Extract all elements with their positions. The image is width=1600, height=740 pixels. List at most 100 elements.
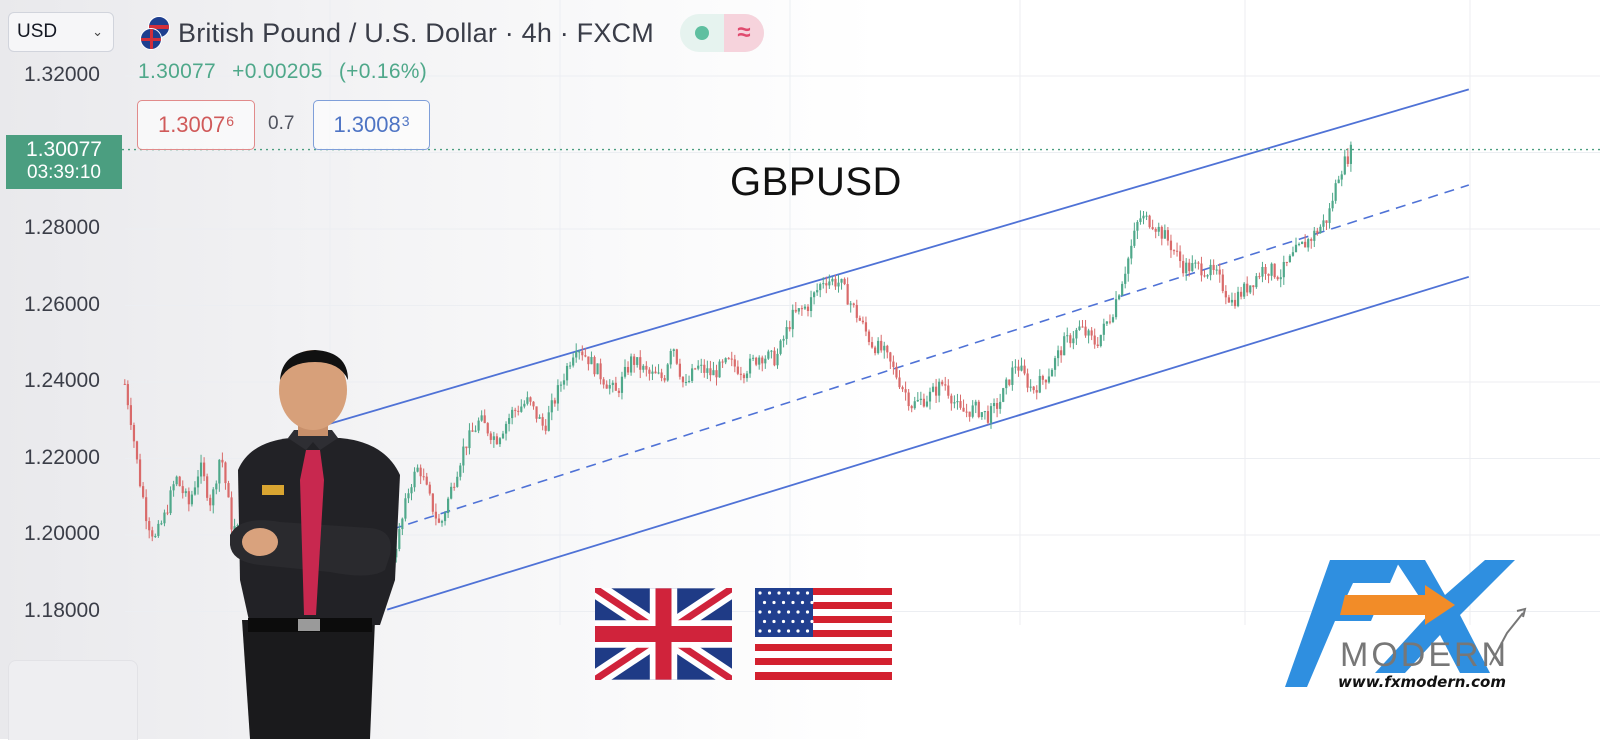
flag-star — [762, 619, 767, 624]
candle-up — [767, 351, 770, 359]
candle-up — [172, 484, 175, 491]
currency-value: USD — [17, 21, 58, 42]
candle-down — [1035, 390, 1038, 393]
candle-down — [471, 430, 474, 432]
market-status-pill[interactable]: ≈ — [680, 14, 764, 52]
candle-up — [1343, 156, 1346, 175]
candle-down — [880, 340, 883, 351]
candle-down — [907, 392, 910, 407]
candle-down — [541, 417, 544, 426]
candle-up — [1301, 241, 1304, 244]
candle-down — [800, 308, 803, 310]
candle-up — [770, 350, 773, 352]
logo-url: www.fxmodern.com — [1338, 673, 1506, 691]
candle-down — [614, 382, 617, 391]
candle-up — [758, 357, 761, 365]
candle-down — [434, 511, 437, 519]
symbol-header[interactable]: British Pound / U.S. Dollar · 4h · FXCM — [140, 14, 654, 52]
candle-down — [678, 363, 681, 377]
currency-select[interactable]: USD ⌄ — [8, 12, 114, 52]
candle-down — [617, 390, 620, 393]
candle-down — [1166, 230, 1169, 241]
candle-up — [666, 364, 669, 381]
candle-up — [700, 364, 703, 366]
flag-star — [781, 619, 786, 624]
price-axis-tick: 1.22000 — [24, 445, 100, 469]
candle-up — [657, 372, 660, 374]
candle-down — [1044, 379, 1047, 383]
candle-up — [684, 381, 688, 383]
bar-countdown: 03:39:10 — [27, 162, 101, 183]
candle-up — [1297, 243, 1301, 245]
candle-down — [126, 384, 129, 406]
candle-down — [947, 385, 950, 396]
candle-down — [483, 415, 486, 424]
candle-up — [928, 391, 932, 402]
sell-button[interactable]: 1.3007 6 — [137, 100, 255, 150]
candle-down — [852, 303, 855, 305]
price-axis-tick: 1.28000 — [24, 216, 100, 239]
candle-down — [867, 331, 871, 343]
candle-down — [224, 462, 227, 484]
candle-up — [919, 398, 922, 400]
flag-star — [800, 619, 805, 624]
flag-star — [791, 600, 795, 605]
candle-down — [517, 410, 520, 412]
candle-down — [227, 483, 230, 498]
candle-down — [1032, 386, 1035, 391]
uk-flag-icon — [140, 28, 162, 50]
price-tag-value: 1.30077 — [26, 138, 102, 161]
bottom-panel[interactable] — [8, 660, 138, 740]
candle-up — [642, 365, 645, 370]
flag-star — [805, 591, 810, 595]
candle-down — [599, 363, 602, 380]
candle-up — [1270, 263, 1273, 276]
candle-up — [215, 483, 218, 490]
candle-down — [1160, 226, 1163, 239]
candle-up — [199, 462, 203, 477]
candle-down — [858, 317, 861, 321]
candle-down — [1246, 283, 1249, 293]
candle-down — [1252, 285, 1255, 288]
candle-down — [1200, 263, 1203, 276]
price-axis-tick: 1.20000 — [24, 522, 100, 545]
candle-up — [992, 403, 996, 407]
candle-down — [709, 368, 712, 376]
candle-up — [822, 283, 825, 285]
flag-star — [758, 591, 762, 595]
candle-up — [608, 385, 611, 389]
candle-down — [437, 518, 441, 523]
candle-down — [660, 372, 663, 379]
candle-down — [959, 401, 962, 408]
candle-up — [938, 381, 941, 396]
candle-down — [181, 486, 184, 494]
candle-up — [1063, 336, 1066, 356]
candle-down — [428, 484, 431, 494]
candle-up — [785, 327, 788, 339]
candle-up — [1282, 261, 1285, 278]
pair-label: GBPUSD — [730, 160, 902, 204]
candle-up — [1157, 226, 1160, 232]
spread-value: 0.7 — [268, 113, 295, 134]
candle-down — [648, 369, 651, 374]
candle-down — [132, 424, 136, 442]
candle-up — [983, 411, 986, 413]
uk-flag-image — [595, 588, 732, 680]
candle-down — [968, 411, 971, 417]
symbol-title: British Pound / U.S. Dollar · 4h · FXCM — [178, 17, 654, 48]
candle-up — [956, 401, 959, 403]
candle-down — [1310, 239, 1313, 241]
candle-down — [1346, 156, 1349, 164]
us-flag-image — [755, 588, 892, 680]
candle-down — [834, 278, 837, 287]
buy-button[interactable]: 1.3008 3 — [313, 100, 430, 150]
candle-down — [1264, 266, 1267, 274]
candle-down — [727, 358, 730, 360]
candle-down — [910, 406, 913, 409]
candle-down — [806, 306, 810, 312]
candle-up — [752, 357, 755, 359]
candle-down — [694, 368, 697, 370]
candle-down — [535, 406, 538, 419]
candle-up — [504, 423, 508, 434]
candle-up — [712, 370, 715, 376]
